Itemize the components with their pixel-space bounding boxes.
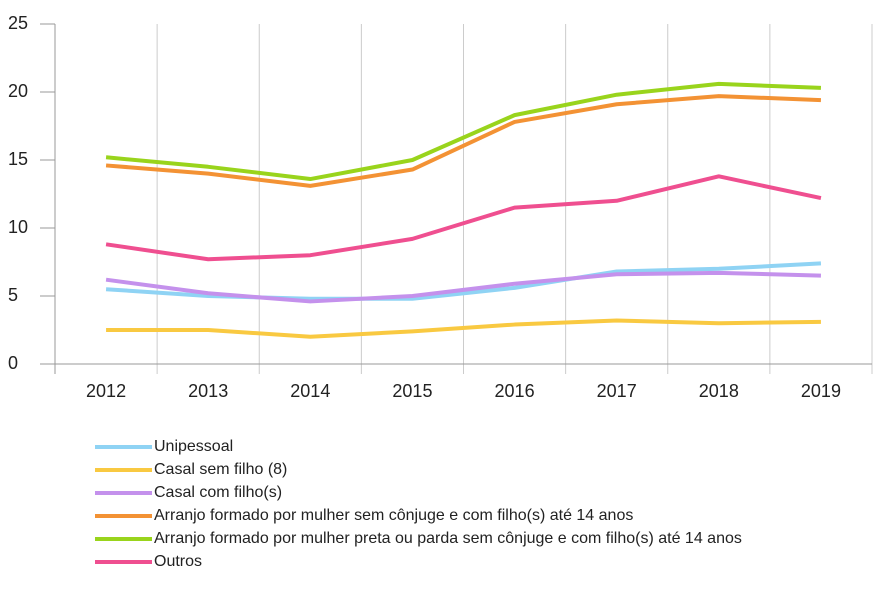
- series-line: [106, 318, 821, 339]
- x-tick-label: 2018: [699, 381, 739, 401]
- y-tick-label: 25: [8, 13, 28, 33]
- x-tick-label: 2015: [392, 381, 432, 401]
- y-tick-label: 5: [8, 285, 18, 305]
- y-tick-label: 10: [8, 217, 28, 237]
- legend-label: Arranjo formado por mulher preta ou pard…: [154, 530, 742, 547]
- x-tick-label: 2017: [597, 381, 637, 401]
- series-line: [105, 81, 822, 182]
- legend-label: Casal sem filho (8): [154, 461, 287, 478]
- x-tick-label: 2014: [290, 381, 330, 401]
- x-tick-label: 2016: [495, 381, 535, 401]
- series-line: [105, 270, 821, 304]
- legend-label: Outros: [154, 553, 202, 570]
- y-tick-label: 15: [8, 149, 28, 169]
- x-tick-label: 2013: [188, 381, 228, 401]
- series-line: [105, 174, 822, 262]
- x-tick-label: 2019: [801, 381, 841, 401]
- legend-label: Arranjo formado por mulher sem cônjuge e…: [154, 507, 633, 524]
- series-line: [105, 94, 822, 188]
- y-tick-label: 20: [8, 81, 28, 101]
- x-tick-label: 2012: [86, 381, 126, 401]
- y-tick-label: 0: [8, 353, 18, 373]
- legend-label: Casal com filho(s): [154, 484, 282, 501]
- legend-label: Unipessoal: [154, 438, 233, 455]
